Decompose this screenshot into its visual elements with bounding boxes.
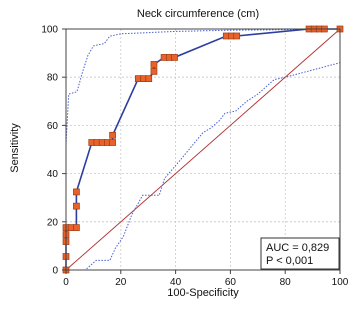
roc-point-19: [150, 61, 158, 68]
auc-annotation-box: AUC = 0,829 P < 0,001: [260, 237, 340, 270]
chart-title: Neck circumference (cm): [137, 8, 259, 20]
x-tick-label-80: 80: [280, 277, 292, 288]
roc-point-13: [109, 139, 116, 146]
plot-frame: [65, 28, 341, 271]
auc-text: AUC = 0,829: [266, 242, 329, 254]
y-axis-label: Sensitivity: [9, 123, 21, 173]
annotation-frame: [260, 237, 340, 270]
x-tick-label-20: 20: [115, 277, 127, 288]
axes: 0 20 40 60 80 100 0 20 40 60 80 100: [41, 25, 348, 289]
roc-point-22: [171, 54, 178, 61]
x-tick-label-60: 60: [225, 277, 237, 288]
roc-point-7: [73, 202, 80, 210]
ci-lower-line: [66, 62, 341, 271]
y-tick-label-0: 0: [52, 266, 58, 277]
reference-line: [65, 28, 341, 271]
x-tick-label-0: 0: [63, 277, 69, 288]
roc-point-18: [150, 68, 158, 75]
roc-point-17: [145, 75, 153, 82]
roc-point-6: [73, 224, 80, 231]
x-tick-label-40: 40: [170, 277, 182, 288]
y-tick-label-100: 100: [41, 25, 58, 36]
roc-point-25: [233, 32, 241, 40]
y-tick-label-60: 60: [47, 121, 59, 132]
roc-point-8: [73, 188, 80, 196]
ci-upper-line: [65, 28, 341, 145]
x-axis-label: 100-Specificity: [167, 287, 239, 299]
y-tick-label-40: 40: [47, 169, 59, 180]
x-tick-label-100: 100: [332, 277, 349, 288]
confidence-bands: [65, 28, 341, 271]
reference-diagonal: [65, 28, 341, 271]
y-tick-label-80: 80: [47, 73, 59, 84]
y-tick-label-20: 20: [47, 217, 59, 228]
roc-point-14: [109, 131, 116, 139]
p-value-text: P < 0,001: [266, 255, 313, 267]
